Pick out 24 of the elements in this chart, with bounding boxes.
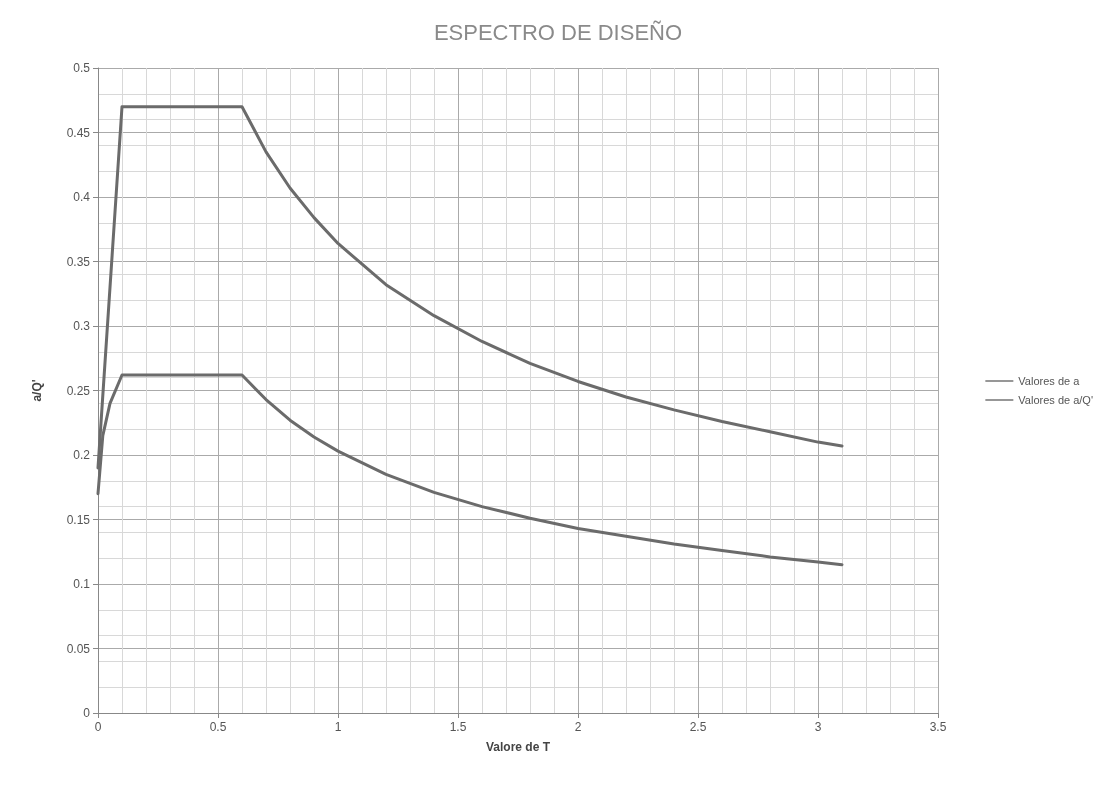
legend-label: Valores de a xyxy=(1018,375,1081,387)
y-axis-title: a/Q' xyxy=(30,379,44,402)
y-tick-label: 0.05 xyxy=(66,641,91,656)
x-tick-label: 1 xyxy=(334,720,342,734)
y-tick-label: 0.4 xyxy=(73,190,91,204)
x-tick-label: 0.5 xyxy=(209,720,227,734)
y-tick-label: 0.5 xyxy=(73,61,91,75)
y-tick-label: 0 xyxy=(83,706,91,720)
x-axis-title: Valore de T xyxy=(485,740,551,754)
y-tick-label: 0.15 xyxy=(66,512,91,527)
x-tick-label: 1.5 xyxy=(449,720,467,734)
y-tick-label: 0.25 xyxy=(66,383,91,398)
y-tick-label: 0.2 xyxy=(73,448,91,462)
y-tick-label: 0.3 xyxy=(73,319,91,333)
x-tick-label: 2 xyxy=(574,720,582,734)
chart-title: ESPECTRO DE DISEÑO xyxy=(433,19,683,45)
x-tick-label: 2.5 xyxy=(689,720,707,734)
x-tick-label: 3 xyxy=(814,720,822,734)
y-tick-label: 0.1 xyxy=(73,577,91,591)
y-tick-label: 0.35 xyxy=(66,254,91,269)
x-tick-label: 0 xyxy=(94,720,102,734)
y-tick-label: 0.45 xyxy=(66,125,91,140)
x-tick-label: 3.5 xyxy=(929,720,947,734)
legend-label: Valores de a/Q' xyxy=(1018,394,1094,406)
